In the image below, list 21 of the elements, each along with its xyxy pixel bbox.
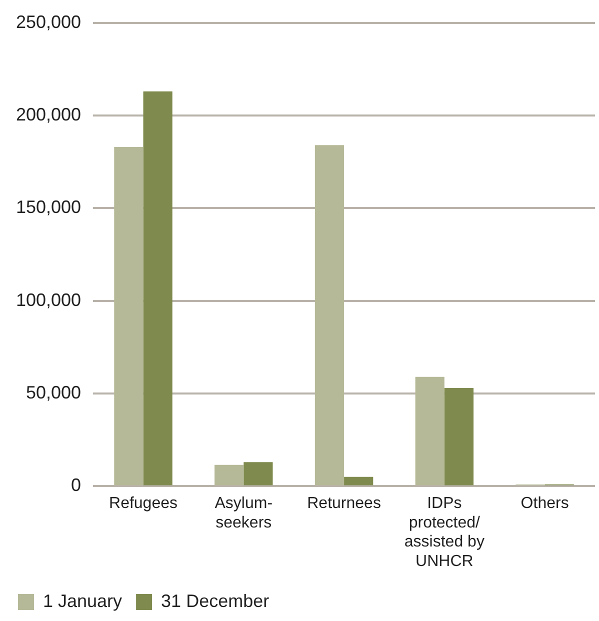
x-tick-label: Returnees <box>307 495 381 512</box>
bar <box>143 91 172 486</box>
bar <box>415 376 444 486</box>
y-tick-label: 0 <box>71 475 82 496</box>
y-tick-label: 250,000 <box>16 12 82 32</box>
y-tick-label: 100,000 <box>16 290 82 310</box>
bar <box>344 476 374 486</box>
x-tick-label: Others <box>520 495 569 512</box>
bar <box>314 145 344 486</box>
y-tick-label: 200,000 <box>16 104 82 124</box>
legend-label: 31 December <box>161 590 270 611</box>
y-tick-label: 150,000 <box>16 197 82 218</box>
x-tick-label: Asylum-seekers <box>214 495 273 532</box>
bar <box>244 462 273 486</box>
x-tick-label: Refugees <box>109 495 178 512</box>
legend-label: 1 January <box>43 590 122 611</box>
y-tick-label: 50,000 <box>26 382 82 402</box>
bar <box>114 146 144 486</box>
bar <box>444 388 474 486</box>
bar <box>214 464 244 486</box>
x-tick-label: IDPs protected/assisted by UNHCR <box>404 495 484 570</box>
